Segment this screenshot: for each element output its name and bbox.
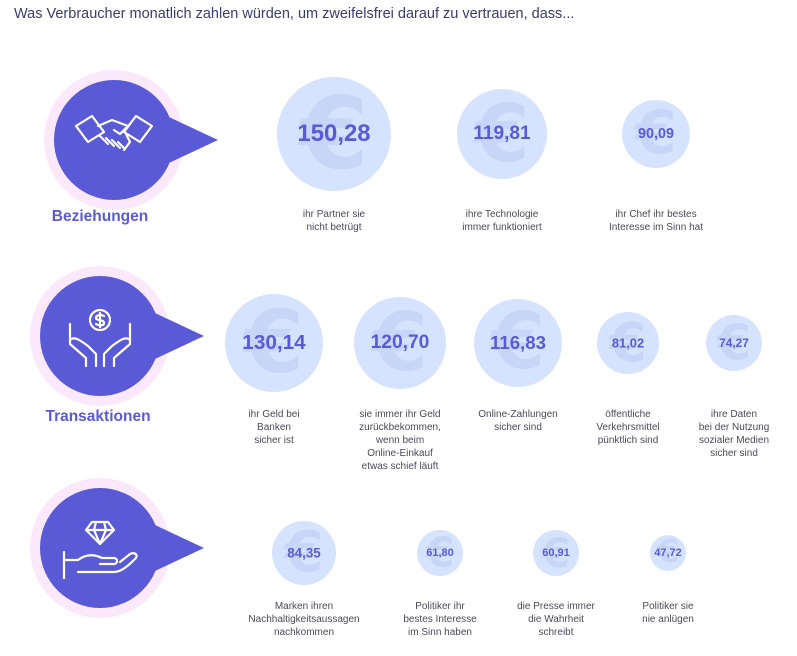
bubble: €47,72 [649,534,687,572]
section-label-transaktionen: Transaktionen [45,408,151,425]
bubble: €116,83 [473,298,563,388]
euro-watermark-icon: € [609,312,647,374]
data-label: 81,02 [611,335,645,351]
section-label-beziehungen: Beziehungen [51,208,149,225]
data-label: 120,70 [370,331,430,353]
bubble: €84,35 [272,521,336,585]
category-label: öffentliche Verkehrsmittel pünktlich sind [596,409,660,446]
category-label: ihre Technologie immer funktioniert [462,209,542,233]
euro-watermark-icon: € [716,314,752,372]
chart-title: Was Verbraucher monatlich zahlen würden,… [14,6,575,22]
category-label: ihr Chef ihr bestes Interesse im Sinn hat [609,209,703,233]
data-label: 150,28 [297,120,371,147]
data-label: 47,72 [654,546,682,559]
data-label: 90,09 [638,125,674,142]
bubble: €130,14 [224,293,324,393]
bubble: €120,70 [354,297,446,389]
euro-watermark-icon: € [474,88,530,180]
euro-watermark-icon: € [425,529,455,577]
data-label: 84,35 [287,545,321,561]
euro-watermark-icon: € [656,534,679,571]
bubble: €60,91 [532,529,580,577]
section-badge-beziehungen [44,70,218,210]
euro-watermark-icon: € [243,293,305,393]
euro-watermark-icon: € [491,298,545,388]
data-label: 130,14 [242,330,306,354]
euro-watermark-icon: € [372,297,428,389]
category-label: die Presse immer die Wahrheit schreibt [517,601,595,638]
data-label: 74,27 [719,335,749,350]
euro-watermark-icon: € [299,77,369,191]
bubble: €90,09 [621,99,691,169]
diamond-hand-icon [62,520,138,580]
data-label: 119,81 [473,122,531,144]
section-badge-transaktionen [30,266,204,406]
bubble: €81,02 [597,312,659,374]
section-badge-werte [30,478,204,618]
bubble: €74,27 [705,314,763,372]
handshake-icon [74,114,154,152]
category-label: Marken ihren Nachhaltigkeitsaussagen nachk… [248,601,360,638]
category-label: Online-Zahlungen sicher sind [478,409,558,433]
category-label: ihre Daten bei der Nutzung sozialer Medien… [698,409,770,459]
bubble: €150,28 [277,77,391,191]
euro-watermark-icon: € [635,99,677,169]
category-label: Politiker ihr bestes Interesse im Sinn hab… [403,601,477,638]
category-label: Politiker sie nie anlügen [642,601,694,625]
category-label: ihr Geld bei Banken sicher ist [248,409,300,446]
hands-coin-icon [68,308,132,368]
data-label: 61,80 [426,546,454,559]
category-label: ihr Partner sie nicht betrügt [302,209,366,233]
category-label: sie immer ihr Geld zurückbekommen, wenn be… [359,409,441,472]
data-label: 116,83 [490,331,546,353]
euro-watermark-icon: € [541,529,571,577]
data-label: 60,91 [542,546,570,559]
bubble: €61,80 [416,529,464,577]
bubble: €119,81 [456,88,548,180]
euro-watermark-icon: € [284,521,324,585]
